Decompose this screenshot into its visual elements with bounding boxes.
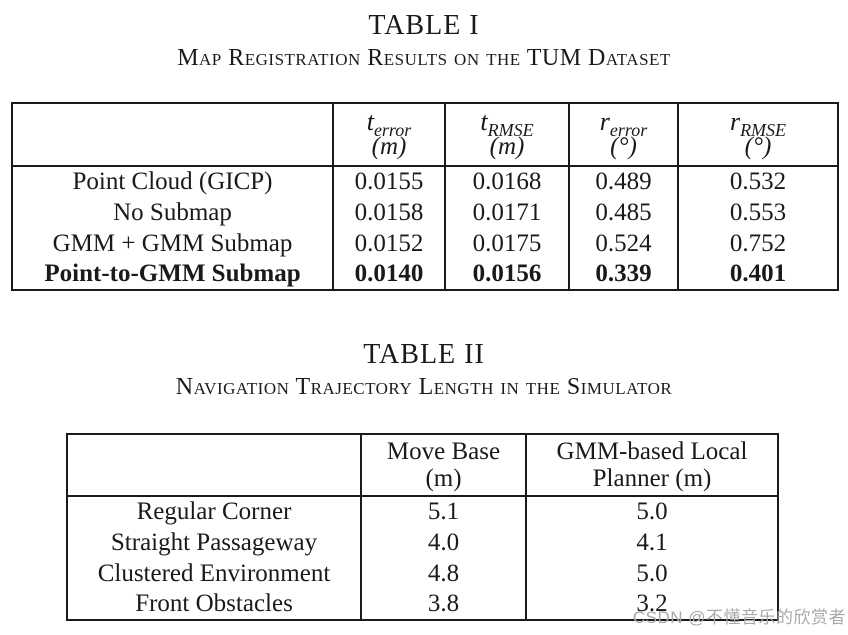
cell-value: 4.8: [360, 558, 527, 589]
table-row: No Submap 0.0158 0.0171 0.485 0.553: [11, 197, 839, 228]
row-label: Straight Passageway: [66, 527, 362, 558]
trajectory-length-table: Move Base (m) GMM-based Local Planner (m…: [66, 433, 779, 621]
row-label: No Submap: [11, 197, 334, 228]
table2-header-gmm-planner: GMM-based Local Planner (m): [525, 433, 779, 497]
row-label: Clustered Environment: [66, 558, 362, 589]
cell-value: 0.401: [677, 259, 839, 291]
cell-value: 0.485: [568, 197, 679, 228]
table2-stub-cell: [66, 433, 362, 497]
table1-header-t-rmse: tRMSE (m): [444, 102, 570, 167]
cell-value: 5.1: [360, 496, 527, 527]
cell-value: 0.524: [568, 228, 679, 259]
cell-value: 0.752: [677, 228, 839, 259]
cell-value: 5.0: [525, 496, 779, 527]
table2-caption: TABLE II Navigation Trajectory Length in…: [0, 339, 848, 402]
row-label: Point Cloud (GICP): [11, 166, 334, 197]
table2-header-row: Move Base (m) GMM-based Local Planner (m…: [66, 433, 779, 497]
csdn-watermark: CSDN @不懂音乐的欣赏者: [632, 608, 846, 627]
table2-caption-subtitle: Navigation Trajectory Length in the Simu…: [175, 374, 673, 401]
cell-value: 0.532: [677, 166, 839, 197]
cell-value: 0.0158: [332, 197, 446, 228]
table1-stub-cell: [11, 102, 334, 167]
table1-header-t-error: terror (m): [332, 102, 446, 167]
cell-value: 0.0168: [444, 166, 570, 197]
cell-value: 0.0152: [332, 228, 446, 259]
row-label: Regular Corner: [66, 496, 362, 527]
cell-value: 0.339: [568, 259, 679, 291]
table1-header-row: terror (m) tRMSE (m) rerror (°) rRMSE (°…: [11, 102, 839, 167]
cell-value: 4.0: [360, 527, 527, 558]
map-registration-table: terror (m) tRMSE (m) rerror (°) rRMSE (°…: [11, 102, 839, 291]
table1-caption-title: TABLE I: [368, 10, 480, 41]
row-label: Point-to-GMM Submap: [11, 259, 334, 291]
cell-value: 0.0155: [332, 166, 446, 197]
cell-value: 3.8: [360, 589, 527, 621]
cell-value: 5.0: [525, 558, 779, 589]
table1-header-r-rmse: rRMSE (°): [677, 102, 839, 167]
table1-caption-subtitle: Map Registration Results on the TUM Data…: [177, 45, 671, 72]
table1-caption: TABLE I Map Registration Results on the …: [0, 10, 848, 73]
cell-value: 0.0175: [444, 228, 570, 259]
table-row: Straight Passageway 4.0 4.1: [66, 527, 779, 558]
cell-value: 3.2: [525, 589, 779, 621]
table-row: Point Cloud (GICP) 0.0155 0.0168 0.489 0…: [11, 166, 839, 197]
table-row: Regular Corner 5.1 5.0: [66, 496, 779, 527]
cell-value: 0.0156: [444, 259, 570, 291]
cell-value: 0.489: [568, 166, 679, 197]
cell-value: 0.553: [677, 197, 839, 228]
table1-header-r-error: rerror (°): [568, 102, 679, 167]
row-label: GMM + GMM Submap: [11, 228, 334, 259]
cell-value: 4.1: [525, 527, 779, 558]
cell-value: 0.0171: [444, 197, 570, 228]
table-row: GMM + GMM Submap 0.0152 0.0175 0.524 0.7…: [11, 228, 839, 259]
table-row: Clustered Environment 4.8 5.0: [66, 558, 779, 589]
table2-caption-title: TABLE II: [363, 339, 485, 370]
table-row: Front Obstacles 3.8 3.2: [66, 589, 779, 621]
table2-header-move-base: Move Base (m): [360, 433, 527, 497]
cell-value: 0.0140: [332, 259, 446, 291]
row-label: Front Obstacles: [66, 589, 362, 621]
table-row-highlighted: Point-to-GMM Submap 0.0140 0.0156 0.339 …: [11, 259, 839, 291]
